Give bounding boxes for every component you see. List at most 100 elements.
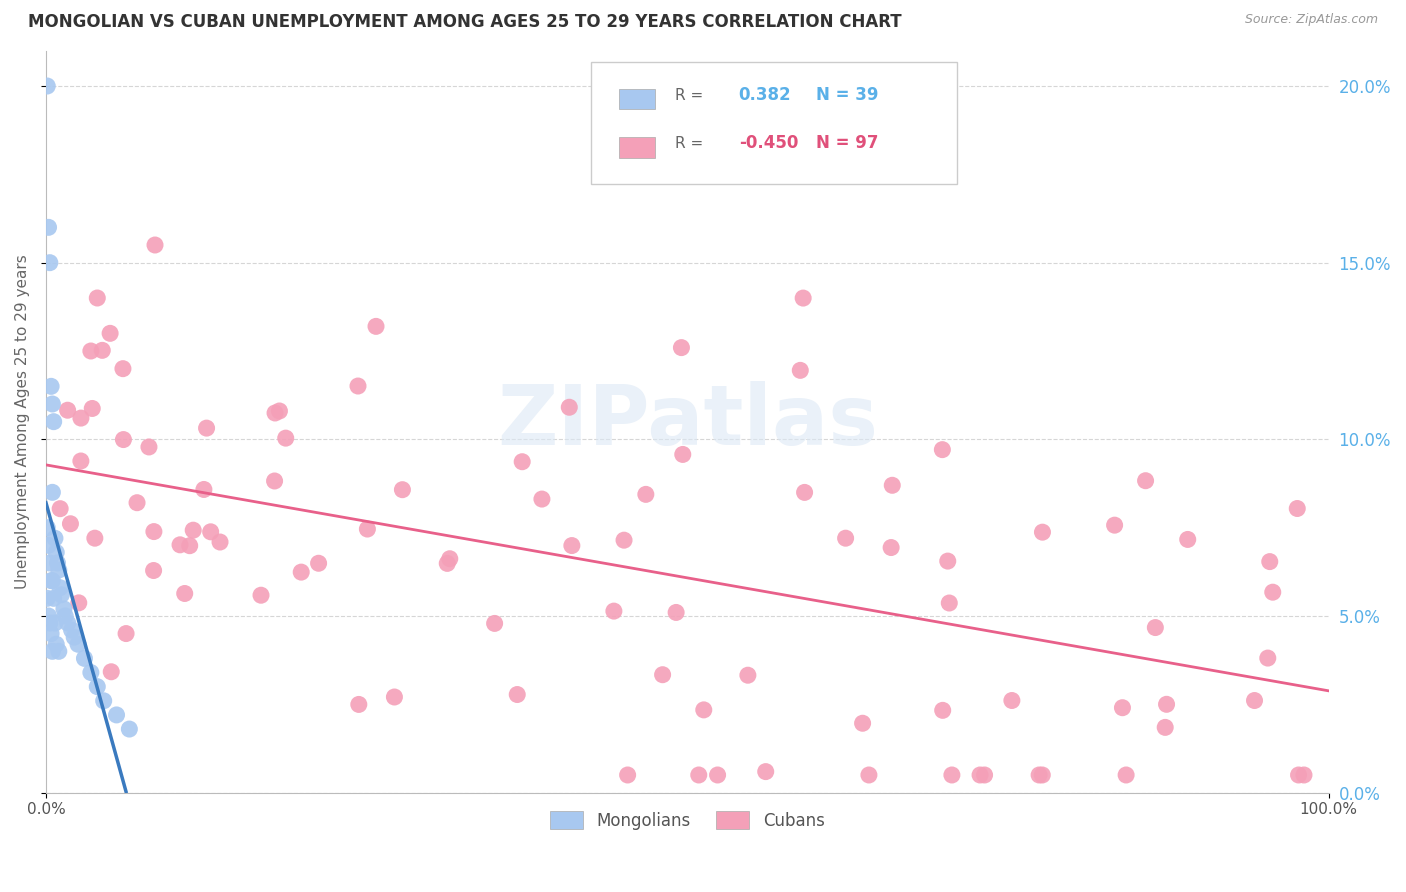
Text: ZIPatlas: ZIPatlas [496,381,877,462]
Point [125,496,148,510]
Point [37,521,59,535]
Point [755,764,778,779]
Point [42,415,65,429]
Point [91,343,114,358]
Point [138,440,160,454]
Point [60,623,83,637]
Point [665,606,688,620]
Point [1031,768,1053,782]
Point [936,554,959,568]
Point [70,411,93,425]
Point [706,768,728,782]
Point [439,551,461,566]
FancyBboxPatch shape [620,88,655,110]
Point [1261,585,1284,599]
Point [858,768,880,782]
Point [634,487,657,501]
Point [558,401,581,415]
Point [208,535,231,549]
Point [793,485,815,500]
Point [41,397,63,411]
Point [1031,525,1053,540]
Point [49,501,72,516]
Point [1177,533,1199,547]
Point [789,363,811,377]
Point [98,326,121,341]
Point [1111,700,1133,714]
Point [38,615,60,630]
Point [181,523,204,537]
Point [852,716,875,731]
Point [651,667,673,681]
Point [792,291,814,305]
Point [834,531,856,545]
Point [38,609,60,624]
Point [384,690,406,704]
Point [1286,501,1309,516]
Point [173,586,195,600]
Point [603,604,626,618]
Point [1257,651,1279,665]
Point [671,341,693,355]
Y-axis label: Unemployment Among Ages 25 to 29 years: Unemployment Among Ages 25 to 29 years [15,254,30,589]
Point [41,485,63,500]
Point [264,406,287,420]
Point [93,694,115,708]
Point [80,344,103,359]
Point [143,238,166,252]
Point [142,524,165,539]
Point [48,644,70,658]
Point [938,596,960,610]
Point [56,403,79,417]
Point [44,531,66,545]
Point [100,665,122,679]
Text: -0.450: -0.450 [738,135,799,153]
Point [1288,768,1310,782]
Point [169,538,191,552]
Point [1243,693,1265,707]
Point [39,379,62,393]
Point [274,431,297,445]
Text: MONGOLIAN VS CUBAN UNEMPLOYMENT AMONG AGES 25 TO 29 YEARS CORRELATION CHART: MONGOLIAN VS CUBAN UNEMPLOYMENT AMONG AG… [28,13,901,31]
Point [42,591,65,606]
Point [86,291,108,305]
Point [41,644,63,658]
Text: R =: R = [675,136,707,151]
Point [561,539,583,553]
Point [38,538,60,552]
Point [1292,768,1315,782]
Point [347,379,370,393]
Point [49,581,72,595]
Point [616,768,638,782]
Text: N = 97: N = 97 [815,135,879,153]
Point [195,421,218,435]
Point [688,768,710,782]
Point [290,565,312,579]
Point [364,319,387,334]
Point [73,651,96,665]
Point [200,524,222,539]
FancyBboxPatch shape [620,136,655,158]
Point [436,557,458,571]
Point [37,78,59,93]
Point [613,533,636,548]
Point [931,442,953,457]
Point [931,703,953,717]
Point [38,556,60,570]
Point [67,637,90,651]
Text: 0.382: 0.382 [738,87,792,104]
Point [115,626,138,640]
Point [105,707,128,722]
Point [53,609,76,624]
Point [44,615,66,630]
Point [37,591,59,606]
Point [48,563,70,577]
Point [45,637,67,651]
Point [693,703,716,717]
Point [1258,555,1281,569]
Point [41,574,63,588]
Point [111,361,134,376]
Point [1028,768,1050,782]
Point [38,255,60,269]
Point [45,545,67,559]
